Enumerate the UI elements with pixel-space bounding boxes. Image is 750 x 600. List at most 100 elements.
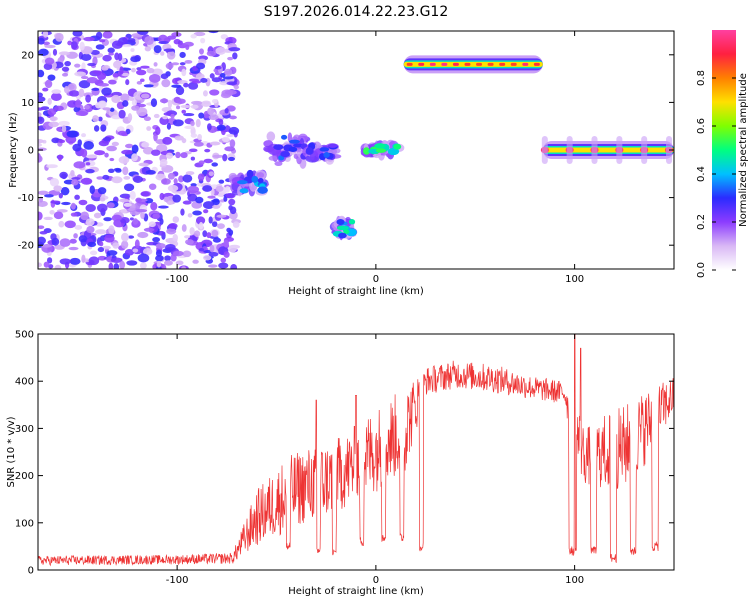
noise-blob	[211, 99, 218, 104]
noise-blob	[192, 210, 202, 216]
noise-blob	[171, 62, 180, 66]
noise-blob	[108, 262, 114, 269]
noise-blob	[78, 235, 88, 243]
cluster-core	[257, 186, 268, 194]
noise-blob	[121, 240, 129, 249]
cluster-core	[336, 218, 345, 225]
noise-blob	[219, 73, 226, 78]
noise-blob	[202, 185, 213, 192]
noise-blob	[96, 203, 108, 213]
noise-blob	[38, 262, 43, 268]
noise-blob	[199, 48, 204, 55]
noise-blob	[193, 230, 201, 238]
cluster-halo	[266, 131, 276, 142]
noise-blob	[232, 221, 240, 228]
noise-blob	[38, 143, 43, 147]
noise-blob	[127, 38, 136, 43]
noise-blob	[170, 113, 175, 119]
noise-blob	[86, 225, 95, 234]
noise-blob	[184, 125, 195, 130]
noise-blob	[39, 231, 48, 235]
noise-blob	[72, 31, 83, 37]
y-tick-label: 400	[15, 377, 34, 388]
noise-blob	[209, 73, 215, 79]
noise-blob	[124, 249, 135, 256]
noise-blob	[226, 133, 235, 138]
noise-blob	[73, 161, 86, 169]
pulse-tail	[616, 136, 623, 164]
noise-blob	[113, 263, 120, 269]
noise-blob	[159, 158, 168, 167]
noise-blob	[138, 162, 150, 167]
noise-blob	[92, 115, 99, 123]
noise-blob	[48, 264, 54, 269]
noise-blob	[60, 187, 70, 196]
noise-blob	[74, 71, 87, 77]
chart-title: S197.2026.014.22.23.G12	[264, 4, 449, 20]
noise-blob	[226, 105, 236, 112]
noise-blob	[209, 244, 215, 253]
noise-blob	[93, 212, 102, 219]
noise-blob	[118, 109, 126, 119]
snr-series-line	[38, 334, 674, 567]
noise-blob	[119, 260, 126, 269]
noise-blob	[89, 185, 95, 194]
noise-blob	[198, 247, 205, 252]
colorbar-tick-label: 0.4	[696, 166, 707, 182]
noise-blob	[173, 178, 178, 185]
noise-blob	[185, 239, 194, 245]
noise-blob	[175, 86, 185, 96]
noise-blob	[135, 197, 143, 203]
noise-blob	[51, 89, 62, 94]
noise-blob	[81, 62, 86, 71]
noise-blob	[108, 225, 115, 235]
noise-blob	[95, 31, 103, 40]
pulse-tail	[541, 136, 548, 164]
noise-blob	[185, 44, 190, 50]
noise-blob	[208, 264, 218, 268]
line-peak	[487, 62, 494, 66]
noise-blob	[84, 104, 90, 110]
noise-blob	[203, 255, 212, 261]
line-band	[403, 61, 543, 67]
noise-blob	[50, 200, 61, 204]
noise-blob	[140, 191, 150, 197]
noise-blob	[190, 133, 198, 138]
noise-blob	[38, 153, 42, 163]
cluster-core	[339, 225, 350, 231]
noise-blob	[61, 125, 67, 133]
noise-blob	[68, 246, 79, 251]
noise-blob	[130, 56, 140, 63]
noise-blob	[198, 221, 204, 230]
noise-blob	[159, 192, 165, 201]
noise-blob	[38, 107, 45, 111]
noise-blob	[167, 99, 173, 109]
noise-blob	[131, 105, 140, 111]
noise-blob	[81, 148, 88, 158]
noise-blob	[200, 78, 208, 83]
y-tick-label: -20	[18, 241, 34, 252]
noise-blob	[207, 107, 215, 116]
noise-blob	[167, 172, 175, 180]
noise-blob	[55, 32, 64, 42]
snr-plot-area	[38, 334, 674, 570]
noise-blob	[190, 156, 196, 161]
colorbar-tick-label: 0.8	[696, 70, 707, 86]
noise-blob	[38, 37, 45, 45]
noise-blob	[121, 72, 130, 77]
y-tick-label: 100	[15, 518, 34, 529]
noise-blob	[153, 62, 158, 67]
noise-blob	[146, 126, 152, 131]
noise-blob	[228, 205, 233, 211]
noise-blob	[85, 154, 98, 159]
noise-blob	[119, 217, 130, 224]
noise-blob	[174, 135, 184, 141]
pulse-tail	[641, 136, 648, 164]
cluster-core	[393, 143, 402, 150]
noise-blob	[38, 225, 45, 230]
noise-blob	[137, 253, 150, 263]
colorbar-tick-label: 0.0	[696, 262, 707, 278]
cluster-core	[281, 134, 288, 140]
